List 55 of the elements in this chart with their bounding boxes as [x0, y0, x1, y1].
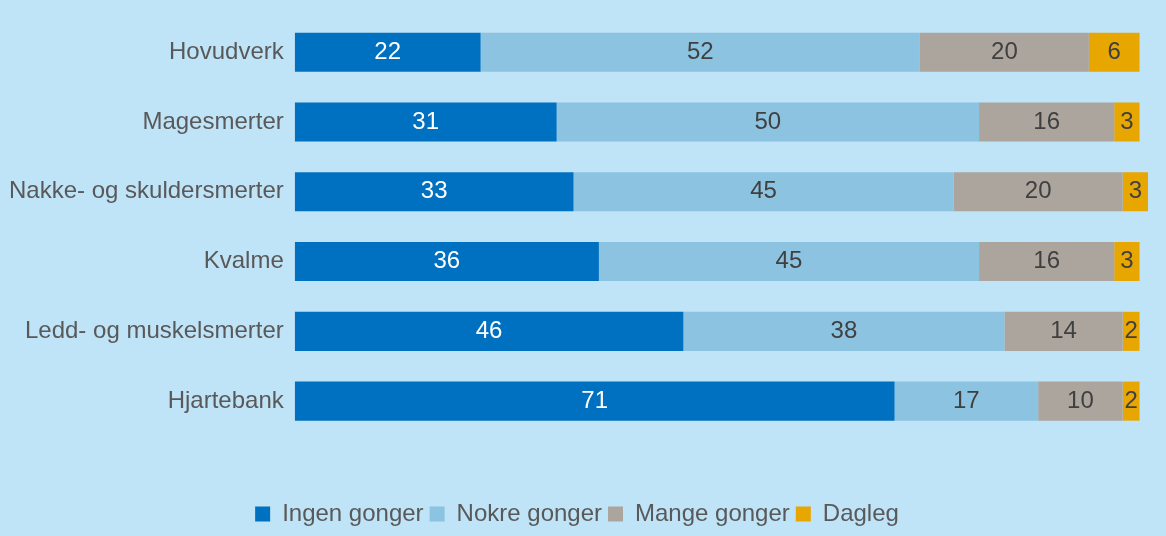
data-label: 2 [1124, 315, 1138, 343]
data-label: 14 [1050, 315, 1077, 343]
bar [480, 32, 920, 72]
data-label: 16 [1033, 246, 1060, 274]
data-label: 3 [1120, 106, 1134, 134]
bar [294, 102, 557, 142]
y-tick-label: Magesmerter [142, 106, 284, 134]
y-tick-label: Hovudverk [169, 36, 285, 64]
data-label: 10 [1067, 385, 1094, 413]
data-label: 36 [433, 246, 461, 274]
y-tick-label: Kvalme [203, 246, 284, 274]
bar [556, 102, 980, 142]
bar [1088, 32, 1140, 72]
data-label: 52 [686, 36, 714, 64]
bar [294, 172, 574, 212]
legend-label: Dagleg [822, 498, 899, 526]
data-label: 71 [581, 385, 609, 413]
data-label: 17 [953, 385, 980, 413]
bar [573, 172, 954, 212]
y-tick-label: Nakke- og skuldersmerter [8, 176, 284, 204]
legend-label: Ingen gonger [282, 498, 424, 526]
data-label: 20 [1024, 176, 1052, 204]
bar [1114, 102, 1140, 142]
data-label: 33 [420, 176, 448, 204]
data-label: 45 [775, 246, 803, 274]
bar [953, 172, 1123, 212]
bar [294, 381, 895, 421]
data-label: 45 [750, 176, 777, 204]
data-label: 3 [1120, 246, 1134, 274]
bar [294, 242, 599, 282]
data-label: 50 [754, 106, 782, 134]
data-label: 46 [475, 315, 503, 343]
y-tick-label: Ledd- og muskelsmerter [24, 315, 284, 343]
bar [294, 32, 481, 72]
data-label: 31 [412, 106, 440, 134]
bar [683, 311, 1005, 351]
data-label: 38 [830, 315, 858, 343]
bar [294, 311, 684, 351]
data-label: 22 [374, 36, 402, 64]
legend-label: Nokre gonger [456, 498, 603, 526]
data-label: 6 [1107, 36, 1121, 64]
data-label: 16 [1033, 106, 1060, 134]
bar [979, 102, 1115, 142]
data-label: 20 [991, 36, 1018, 64]
bar [1038, 381, 1123, 421]
bar [894, 381, 1039, 421]
legend-label: Mange gonger [635, 498, 790, 526]
bar [919, 32, 1089, 72]
bar [1004, 311, 1123, 351]
y-tick-label: Hjartebank [167, 385, 285, 413]
data-label: 3 [1128, 176, 1143, 204]
data-label: 2 [1124, 385, 1138, 413]
bar [979, 242, 1115, 282]
bar [598, 242, 980, 282]
bar [1114, 242, 1140, 282]
